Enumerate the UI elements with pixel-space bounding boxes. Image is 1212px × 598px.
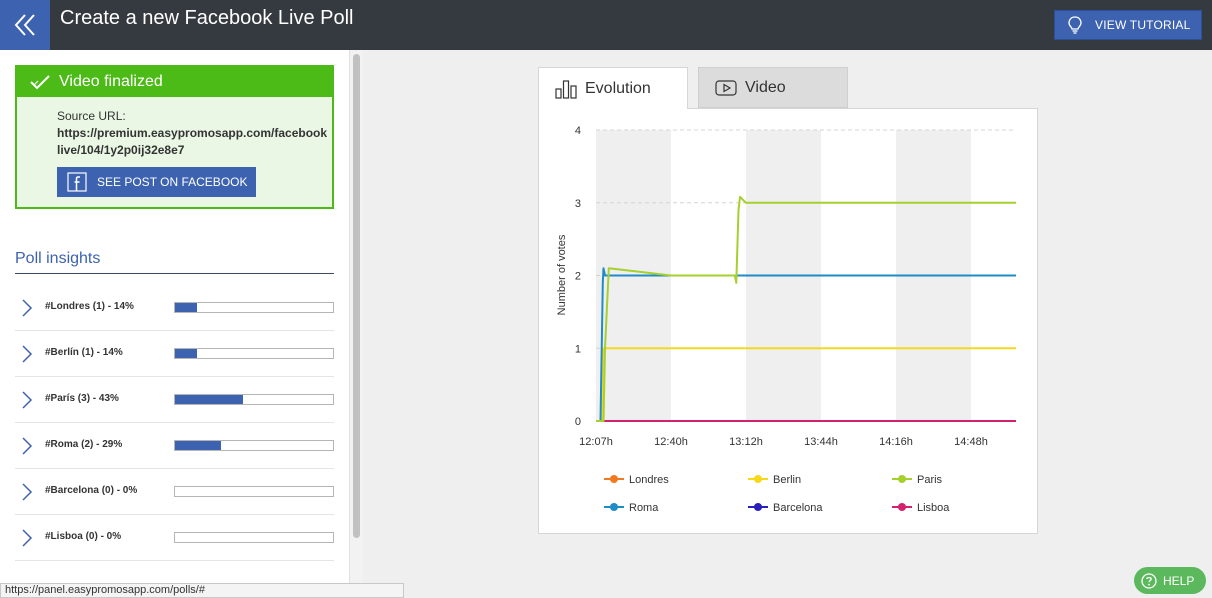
y-tick-label: 4 [575,125,581,137]
series-line-berlin [596,347,1016,422]
poll-option-row[interactable]: #París (3) - 43% [15,377,334,423]
poll-option-label: #Berlín (1) - 14% [45,347,123,358]
status-title: Video finalized [59,73,163,90]
poll-option-row[interactable]: #Barcelona (0) - 0% [15,469,334,515]
view-tutorial-label: VIEW TUTORIAL [1095,18,1191,32]
legend-label: Barcelona [773,502,823,514]
chevron-right-icon [22,529,33,547]
poll-option-progress [174,532,334,543]
x-tick-label: 14:16h [879,436,913,448]
progress-fill [175,395,243,404]
y-tick-label: 2 [575,271,581,283]
bar-chart-icon [555,79,577,99]
legend-label: Londres [629,474,669,486]
legend-swatch-marker [610,503,618,511]
video-status-card: Video finalized Source URL: https://prem… [15,65,334,209]
status-card-header: Video finalized [17,67,332,97]
facebook-icon [67,172,87,192]
question-icon [1141,572,1157,589]
y-axis-label: Number of votes [556,234,568,315]
poll-option-label: #Londres (1) - 14% [45,301,134,312]
poll-option-label: #Barcelona (0) - 0% [45,485,138,496]
poll-option-progress [174,394,334,405]
poll-option-progress [174,348,334,359]
poll-option-label: #Lisboa (0) - 0% [45,531,122,542]
scrollbar-thumb[interactable] [353,54,360,538]
status-bar-url: https://panel.easypromosapp.com/polls/# [0,583,404,598]
chevron-right-icon [22,345,33,363]
poll-option-row[interactable]: #Berlín (1) - 14% [15,331,334,377]
legend-label: Berlin [773,474,801,486]
poll-option-label: #París (3) - 43% [45,393,119,404]
source-url-label: Source URL: [57,109,126,123]
y-tick-label: 3 [575,198,581,210]
legend-swatch-marker [754,503,762,511]
help-button[interactable]: HELP [1134,567,1206,594]
view-tutorial-button[interactable]: VIEW TUTORIAL [1054,10,1202,40]
see-post-label: SEE POST ON FACEBOOK [97,175,248,189]
x-tick-label: 12:40h [654,436,688,448]
lightbulb-icon [1067,16,1083,34]
y-tick-label: 1 [575,343,581,355]
tab-video-label: Video [745,78,786,96]
poll-option-progress [174,440,334,451]
source-url-value: https://premium.easypromosapp.com/facebo… [57,126,328,157]
help-label: HELP [1163,573,1195,588]
tab-evolution[interactable]: Evolution [538,67,688,109]
divider [15,273,334,274]
back-button[interactable] [0,0,50,50]
poll-option-label: #Roma (2) - 29% [45,439,123,450]
progress-fill [175,303,198,312]
poll-insights-title: Poll insights [15,250,101,267]
x-tick-label: 12:07h [579,436,613,448]
legend-label: Roma [629,502,659,514]
series-line-paris [596,195,1016,422]
check-icon [29,73,51,91]
see-post-on-facebook-button[interactable]: SEE POST ON FACEBOOK [57,167,256,197]
legend-label: Paris [917,474,943,486]
poll-option-row[interactable]: #Roma (2) - 29% [15,423,334,469]
legend-swatch-marker [610,475,618,483]
x-tick-label: 14:48h [954,436,988,448]
play-icon [715,78,737,98]
chevron-right-icon [22,391,33,409]
tab-video[interactable]: Video [698,67,848,108]
poll-option-progress [174,486,334,497]
x-tick-label: 13:12h [729,436,763,448]
tab-evolution-label: Evolution [585,79,651,97]
page-title: Create a new Facebook Live Poll [60,7,354,29]
chevron-right-icon [22,299,33,317]
progress-fill [175,441,221,450]
legend-swatch-marker [754,475,762,483]
legend-label: Lisboa [917,502,950,514]
poll-option-row[interactable]: #Lisboa (0) - 0% [15,515,334,561]
chevron-right-icon [22,483,33,501]
double-chevron-left-icon [14,14,35,36]
y-tick-label: 0 [575,416,581,428]
x-tick-label: 13:44h [804,436,838,448]
legend-swatch-marker [898,503,906,511]
progress-fill [175,349,198,358]
chevron-right-icon [22,437,33,455]
poll-option-row[interactable]: #Londres (1) - 14% [15,285,334,331]
left-panel: Video finalized Source URL: https://prem… [0,50,349,598]
top-bar [0,0,1212,50]
poll-option-progress [174,302,334,313]
legend-swatch-marker [898,475,906,483]
votes-evolution-chart: 0 1 2 3 4 12:07h 12:40h 13:12h 13:44h 14:16h 14:48… [556,125,1016,514]
